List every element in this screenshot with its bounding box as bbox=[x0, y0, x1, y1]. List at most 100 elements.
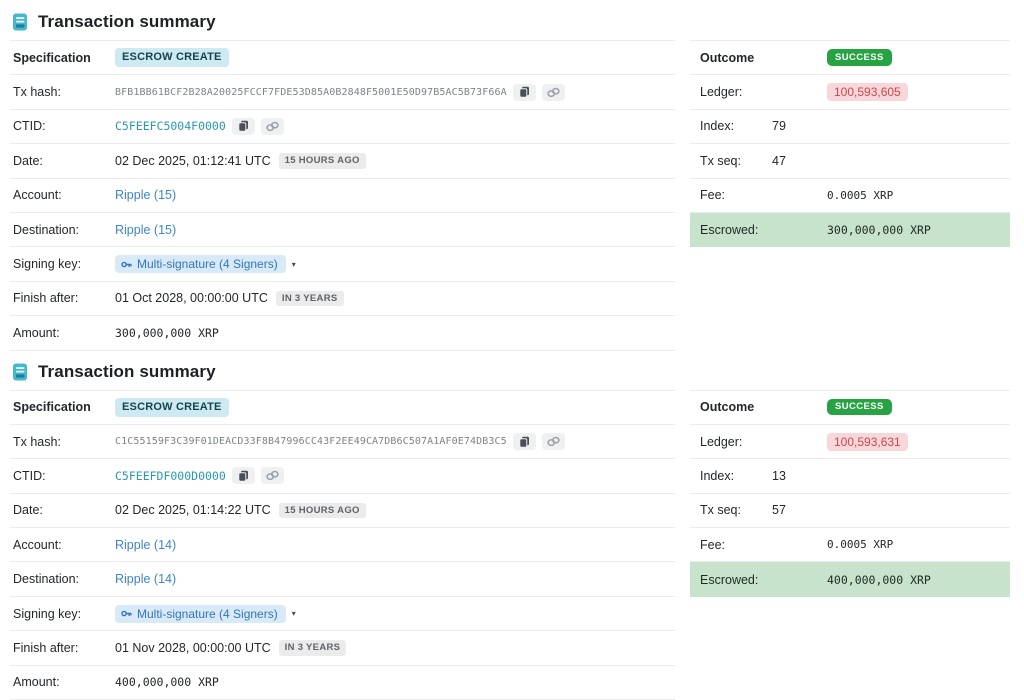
escrowed-label: Escrowed: bbox=[700, 572, 759, 587]
link-button[interactable] bbox=[260, 117, 284, 135]
copy-button[interactable] bbox=[512, 83, 536, 101]
account-link[interactable]: Ripple (15) bbox=[115, 188, 177, 203]
fee-row: Fee: 0.0005 XRP bbox=[690, 528, 1010, 563]
date-label: Date: bbox=[13, 503, 43, 518]
outcome-header: Outcome bbox=[700, 50, 755, 65]
chevron-down-icon[interactable]: ▾ bbox=[291, 259, 296, 269]
transaction-summary-panel: Transaction summary Specification ESCROW… bbox=[10, 4, 1010, 351]
destination-link[interactable]: Ripple (14) bbox=[115, 572, 177, 587]
key-icon bbox=[121, 261, 132, 267]
destination-row: Destination: Ripple (14) bbox=[10, 562, 675, 597]
ctid-row: CTID: C5FEEFDF000D0000 bbox=[10, 459, 675, 494]
signing-key-row: Signing key: Multi-signature (4 Signers)… bbox=[10, 597, 675, 632]
link-button[interactable] bbox=[260, 467, 284, 485]
escrowed-row: Escrowed: 300,000,000 XRP bbox=[690, 212, 1010, 248]
ledger-row: Ledger: 100,593,631 bbox=[690, 425, 1010, 460]
outcome-header-row: Outcome SUCCESS bbox=[690, 391, 1010, 425]
index-row: Index: 13 bbox=[690, 459, 1010, 494]
key-icon bbox=[121, 610, 132, 617]
account-row: Account: Ripple (15) bbox=[10, 179, 675, 213]
tx-seq-label: Tx seq: bbox=[700, 503, 741, 518]
fee-label: Fee: bbox=[700, 188, 726, 203]
chevron-down-icon[interactable]: ▾ bbox=[291, 609, 296, 619]
transaction-summary-panel: Transaction summary Specification ESCROW… bbox=[10, 354, 1010, 700]
outcome-table: Outcome SUCCESS Ledger: 100,593,631 Inde… bbox=[690, 389, 1010, 597]
ledger-badge[interactable]: 100,593,631 bbox=[827, 432, 908, 451]
escrowed-value: 300,000,000 XRP bbox=[827, 223, 931, 238]
page-title: Transaction summary bbox=[38, 361, 216, 381]
tx-seq-value: 57 bbox=[772, 503, 786, 518]
destination-link[interactable]: Ripple (15) bbox=[115, 222, 177, 237]
relative-time-badge: IN 3 YEARS bbox=[275, 290, 344, 307]
amount-row: Amount: 300,000,000 XRP bbox=[10, 316, 675, 351]
finish-after-row: Finish after: 01 Oct 2028, 00:00:00 UTC … bbox=[10, 282, 675, 317]
index-label: Index: bbox=[700, 119, 735, 134]
copy-button[interactable] bbox=[512, 433, 536, 451]
destination-row: Destination: Ripple (15) bbox=[10, 213, 675, 248]
date-label: Date: bbox=[13, 153, 43, 168]
ctid-label: CTID: bbox=[13, 468, 46, 483]
tx-seq-label: Tx seq: bbox=[700, 153, 741, 168]
specification-table: Specification ESCROW CREATE Tx hash: C1C… bbox=[10, 389, 675, 700]
time-ago-badge: 15 HOURS AGO bbox=[278, 502, 366, 519]
finish-after-label: Finish after: bbox=[13, 291, 79, 306]
tx-type-badge: ESCROW CREATE bbox=[115, 397, 229, 417]
tx-hash-row: Tx hash: C1C55159F3C39F01DEACD33F8B47996… bbox=[10, 425, 675, 460]
status-badge: SUCCESS bbox=[827, 398, 892, 416]
tx-hash-value: C1C55159F3C39F01DEACD33F8B47996CC43F2EE4… bbox=[115, 436, 507, 448]
panel-header: Transaction summary bbox=[10, 4, 1010, 40]
amount-value: 400,000,000 XRP bbox=[115, 675, 219, 690]
relative-time-badge: IN 3 YEARS bbox=[278, 640, 347, 656]
link-icon bbox=[547, 436, 560, 447]
link-icon bbox=[547, 87, 560, 97]
status-badge: SUCCESS bbox=[827, 49, 892, 66]
index-value: 79 bbox=[772, 119, 786, 134]
tx-type-badge: ESCROW CREATE bbox=[115, 48, 229, 68]
link-button[interactable] bbox=[541, 433, 565, 451]
tx-hash-label: Tx hash: bbox=[13, 434, 61, 449]
index-row: Index: 79 bbox=[690, 110, 1010, 145]
specification-header-row: Specification ESCROW CREATE bbox=[10, 41, 675, 76]
signing-key-label: Signing key: bbox=[13, 606, 82, 621]
fee-row: Fee: 0.0005 XRP bbox=[690, 179, 1010, 213]
amount-label: Amount: bbox=[13, 325, 60, 340]
ctid-value: C5FEEFDF000D0000 bbox=[115, 468, 226, 483]
date-row: Date: 02 Dec 2025, 01:12:41 UTC 15 HOURS… bbox=[10, 144, 675, 179]
outcome-header: Outcome bbox=[700, 400, 755, 415]
escrowed-label: Escrowed: bbox=[700, 223, 759, 238]
account-row: Account: Ripple (14) bbox=[10, 528, 675, 563]
index-label: Index: bbox=[700, 468, 735, 483]
specification-header-row: Specification ESCROW CREATE bbox=[10, 391, 675, 425]
destination-label: Destination: bbox=[13, 572, 80, 587]
copy-icon bbox=[238, 470, 248, 482]
link-button[interactable] bbox=[541, 83, 565, 101]
account-link[interactable]: Ripple (14) bbox=[115, 537, 177, 552]
tx-seq-row: Tx seq: 47 bbox=[690, 144, 1010, 179]
ledger-badge[interactable]: 100,593,605 bbox=[827, 83, 908, 102]
link-icon bbox=[266, 471, 279, 481]
specification-header: Specification bbox=[13, 50, 91, 65]
amount-row: Amount: 400,000,000 XRP bbox=[10, 666, 675, 700]
ctid-label: CTID: bbox=[13, 119, 46, 134]
copy-icon bbox=[519, 86, 529, 98]
destination-label: Destination: bbox=[13, 222, 80, 237]
signing-key-row: Signing key: Multi-signature (4 Signers)… bbox=[10, 247, 675, 282]
ledger-label: Ledger: bbox=[700, 434, 743, 449]
specification-header: Specification bbox=[13, 400, 91, 415]
multi-signature-badge[interactable]: Multi-signature (4 Signers) bbox=[115, 604, 286, 623]
fee-value: 0.0005 XRP bbox=[827, 188, 894, 202]
tx-seq-value: 47 bbox=[772, 153, 786, 168]
signing-key-label: Signing key: bbox=[13, 257, 82, 272]
ctid-value: C5FEEFC5004F0000 bbox=[115, 119, 226, 134]
tx-seq-row: Tx seq: 57 bbox=[690, 494, 1010, 529]
amount-label: Amount: bbox=[13, 675, 60, 690]
multi-signature-badge[interactable]: Multi-signature (4 Signers) bbox=[115, 255, 286, 274]
copy-button[interactable] bbox=[231, 117, 255, 135]
fee-label: Fee: bbox=[700, 537, 726, 552]
copy-icon bbox=[238, 121, 248, 133]
finish-after-value: 01 Nov 2028, 00:00:00 UTC bbox=[115, 640, 271, 655]
specification-table: Specification ESCROW CREATE Tx hash: BFB… bbox=[10, 40, 675, 351]
ctid-row: CTID: C5FEEFC5004F0000 bbox=[10, 110, 675, 145]
ledger-label: Ledger: bbox=[700, 85, 743, 100]
copy-button[interactable] bbox=[231, 467, 255, 485]
